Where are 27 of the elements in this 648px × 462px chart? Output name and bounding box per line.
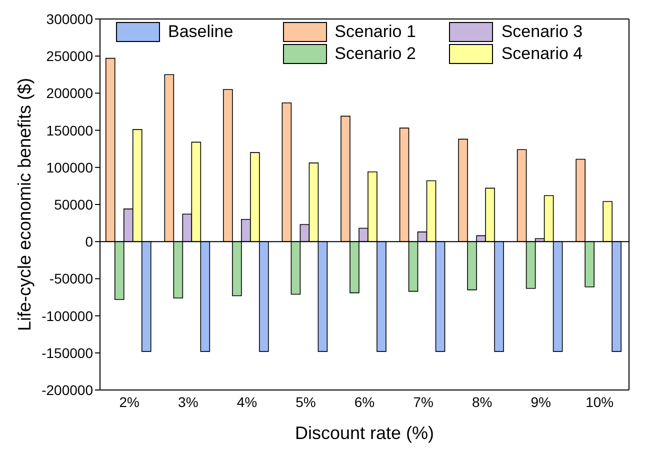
y-tick-label: 300000 <box>46 10 94 27</box>
x-tick-label: 2% <box>119 394 140 410</box>
x-tick-label: 3% <box>178 394 198 410</box>
y-tick-label: 50000 <box>54 196 94 212</box>
y-axis-title: Life-cycle economic benefits ($) <box>14 78 34 332</box>
y-tick-label: -100000 <box>42 308 94 324</box>
y-tick-label: -200000 <box>42 382 94 398</box>
legend-label: Scenario 3 <box>501 22 583 42</box>
y-tick-label: 150000 <box>46 122 94 138</box>
x-tick-label: 4% <box>236 394 258 410</box>
y-tick-label: -50000 <box>49 270 94 287</box>
legend-label: Scenario 1 <box>334 22 416 42</box>
y-tick-label: 0 <box>85 234 94 250</box>
x-tick-label: 7% <box>413 394 434 410</box>
x-tick-label: 10% <box>586 394 614 410</box>
y-tick-label: 100000 <box>46 159 94 176</box>
legend-label: Baseline <box>168 22 234 42</box>
y-tick-label: -150000 <box>42 344 94 361</box>
y-tick-label: 200000 <box>46 85 94 102</box>
x-tick-label: 8% <box>472 394 492 410</box>
y-tick-label: 250000 <box>46 48 94 64</box>
x-tick-label: 6% <box>354 394 375 410</box>
x-tick-label: 9% <box>530 394 551 410</box>
legend-label: Scenario 4 <box>501 44 583 64</box>
x-axis-title: Discount rate (%) <box>294 422 434 443</box>
legend-label: Scenario 2 <box>334 44 416 64</box>
x-tick-label: 5% <box>296 394 316 410</box>
